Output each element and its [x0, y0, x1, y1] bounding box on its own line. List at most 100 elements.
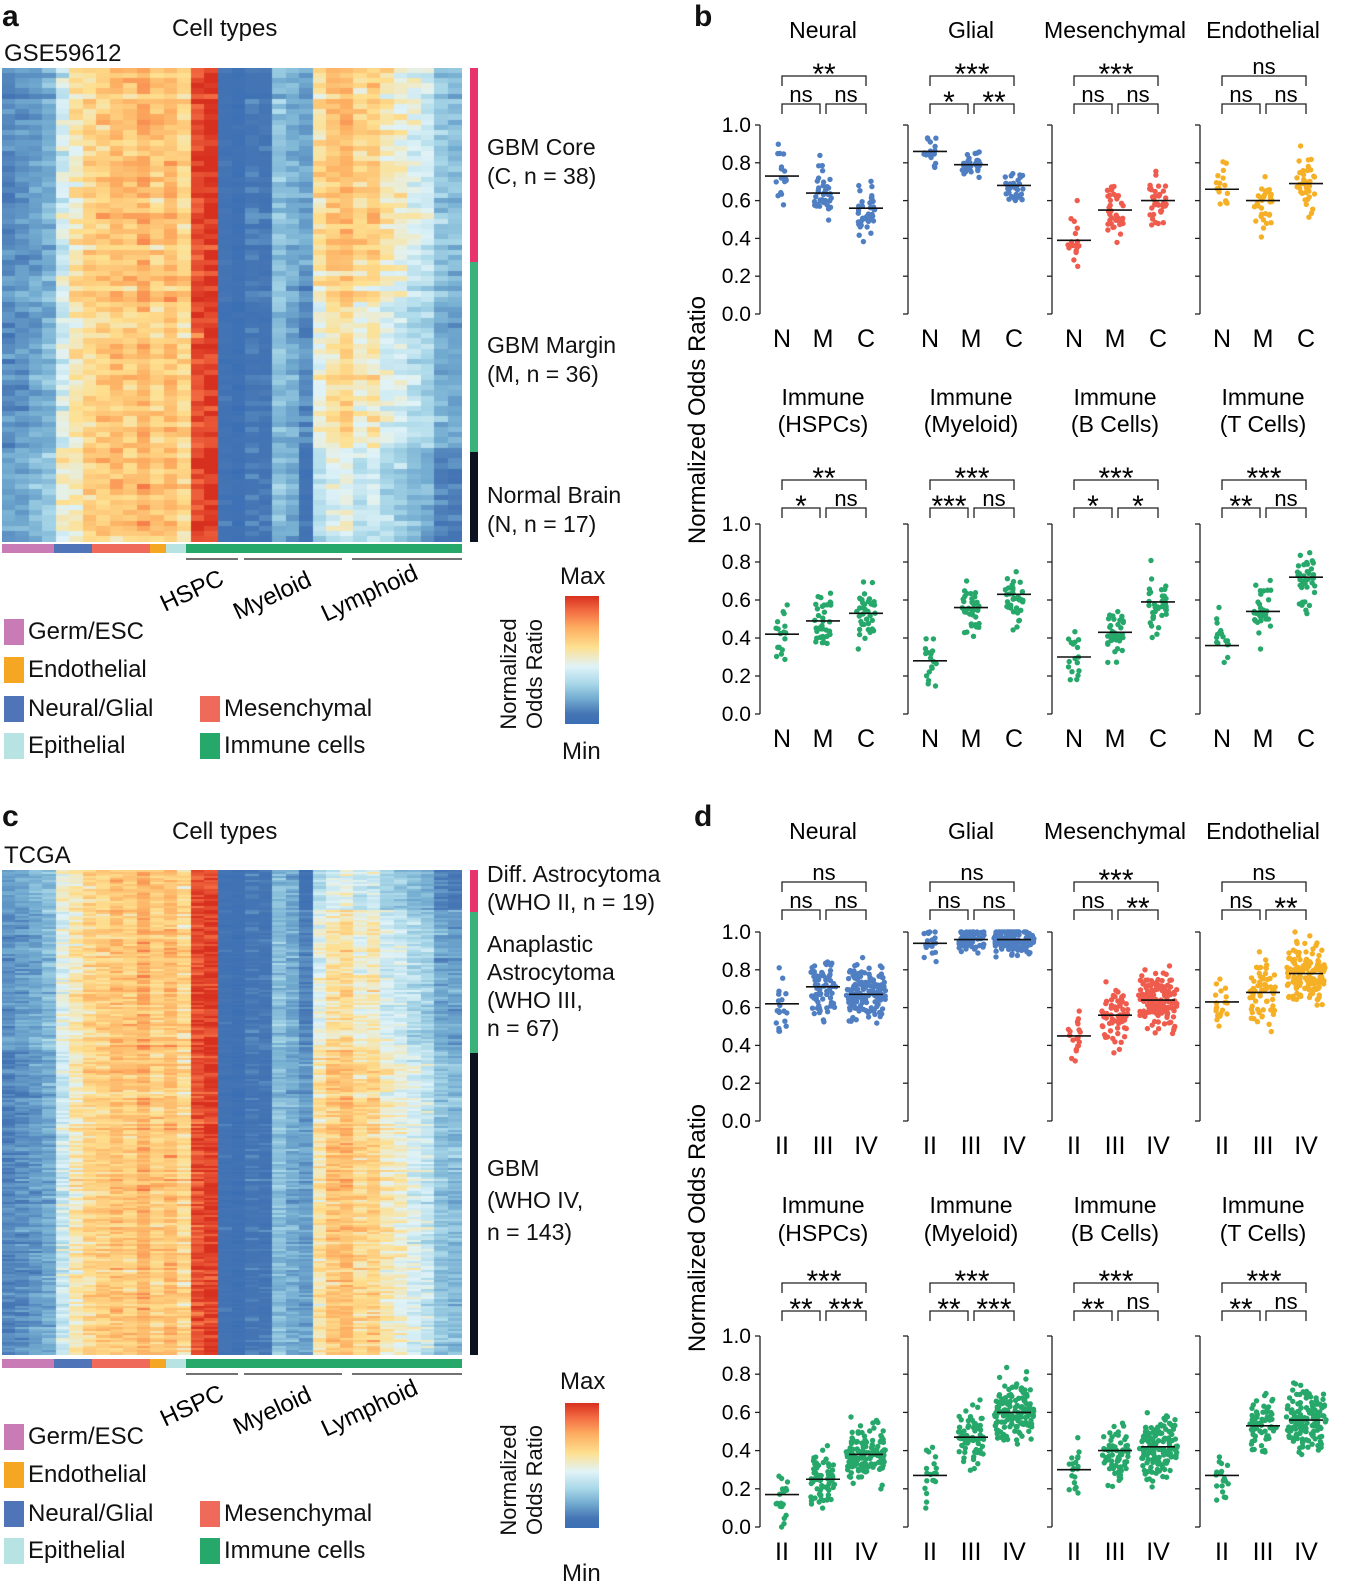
- data-point: [782, 656, 788, 663]
- sig-label: ns: [960, 860, 983, 885]
- data-point: [855, 1005, 861, 1012]
- data-point: [853, 999, 860, 1005]
- x-tick-label: III: [1253, 1132, 1274, 1160]
- data-point: [818, 594, 824, 601]
- sig-label: ***: [931, 490, 966, 523]
- data-point: [1004, 1364, 1010, 1371]
- data-point: [1259, 1448, 1266, 1455]
- data-point: [1066, 658, 1072, 665]
- data-point: [1107, 624, 1113, 630]
- data-point: [1146, 590, 1152, 597]
- data-point: [880, 1436, 886, 1443]
- data-point: [1314, 1419, 1321, 1425]
- data-point: [784, 602, 790, 608]
- data-point: [1223, 160, 1230, 166]
- data-point: [1125, 1453, 1131, 1460]
- sig-label: **: [789, 1293, 813, 1326]
- subplot-title: Glial: [948, 818, 994, 844]
- data-point: [1307, 933, 1313, 939]
- data-point: [1299, 1443, 1306, 1450]
- data-point: [993, 929, 999, 935]
- x-tick-label: III: [813, 1132, 834, 1160]
- data-point: [1253, 218, 1259, 224]
- data-point: [1151, 1018, 1158, 1025]
- x-tick-label: N: [921, 325, 939, 353]
- data-point: [813, 194, 819, 200]
- data-point: [827, 995, 834, 1001]
- subplot-title: Immune: [929, 384, 1012, 410]
- data-point: [1027, 1401, 1033, 1407]
- data-point: [1069, 1455, 1075, 1461]
- data-point: [827, 590, 834, 596]
- data-point: [926, 669, 932, 675]
- data-point: [1140, 1453, 1147, 1459]
- sig-bracket: [781, 881, 867, 892]
- data-point: [858, 618, 864, 625]
- data-point: [1272, 984, 1278, 990]
- data-point: [1155, 976, 1161, 983]
- data-point: [818, 1472, 824, 1479]
- data-point: [1155, 1026, 1162, 1032]
- y-axis-title: Normalized Odds Ratio: [684, 1104, 711, 1352]
- data-point: [1270, 1396, 1276, 1403]
- y-tick-label: 0.8: [722, 152, 751, 175]
- data-point: [871, 1425, 877, 1431]
- data-point: [865, 211, 872, 217]
- data-point: [1214, 616, 1220, 622]
- data-point: [970, 599, 976, 605]
- sig-bracket: [1221, 507, 1261, 518]
- data-point: [819, 1482, 825, 1489]
- data-point: [1016, 1395, 1022, 1402]
- data-point: [1302, 940, 1308, 947]
- data-point: [968, 621, 974, 627]
- data-point: [1029, 932, 1036, 939]
- x-tick-label: II: [923, 1132, 937, 1160]
- data-point: [855, 986, 861, 992]
- data-point: [826, 619, 833, 625]
- data-point: [854, 962, 860, 968]
- sig-bracket: [781, 479, 867, 490]
- data-point: [970, 1402, 976, 1408]
- data-point: [814, 178, 820, 184]
- data-point: [968, 590, 974, 597]
- data-point: [1297, 1391, 1303, 1398]
- data-point: [922, 1485, 928, 1492]
- data-point: [853, 1017, 859, 1023]
- data-point: [966, 611, 973, 617]
- data-point: [850, 1480, 856, 1487]
- data-point: [820, 633, 826, 640]
- data-point: [1142, 967, 1148, 973]
- data-point: [924, 1478, 930, 1484]
- data-point: [825, 1495, 831, 1502]
- y-tick-label: 0.6: [722, 997, 751, 1020]
- data-point: [1257, 646, 1264, 652]
- data-point: [828, 602, 834, 608]
- x-tick-label: III: [1105, 1132, 1126, 1160]
- data-point: [1113, 637, 1120, 643]
- data-point: [1307, 550, 1313, 556]
- data-point: [820, 615, 826, 621]
- data-point: [956, 1449, 962, 1455]
- data-point: [856, 631, 863, 638]
- data-point: [1311, 191, 1318, 197]
- data-point: [1164, 1012, 1171, 1018]
- data-point: [1026, 951, 1032, 957]
- data-point: [1160, 220, 1167, 226]
- data-point: [1003, 1433, 1010, 1440]
- data-point: [1121, 1034, 1128, 1040]
- data-point: [1223, 638, 1229, 644]
- x-tick-label: C: [1149, 725, 1167, 753]
- data-point: [848, 1414, 854, 1420]
- data-point: [959, 167, 965, 173]
- data-point: [826, 1463, 832, 1470]
- x-tick-label: II: [1067, 1538, 1081, 1566]
- data-point: [1119, 1420, 1126, 1426]
- data-point: [994, 1435, 1001, 1441]
- data-point: [979, 1415, 985, 1422]
- legend-label-immune: Immune cells: [224, 732, 366, 759]
- data-point: [1067, 677, 1074, 683]
- data-point: [1162, 1458, 1169, 1464]
- sig-label: ***: [1098, 1265, 1133, 1298]
- data-point: [1149, 1484, 1155, 1490]
- data-point: [1216, 604, 1222, 611]
